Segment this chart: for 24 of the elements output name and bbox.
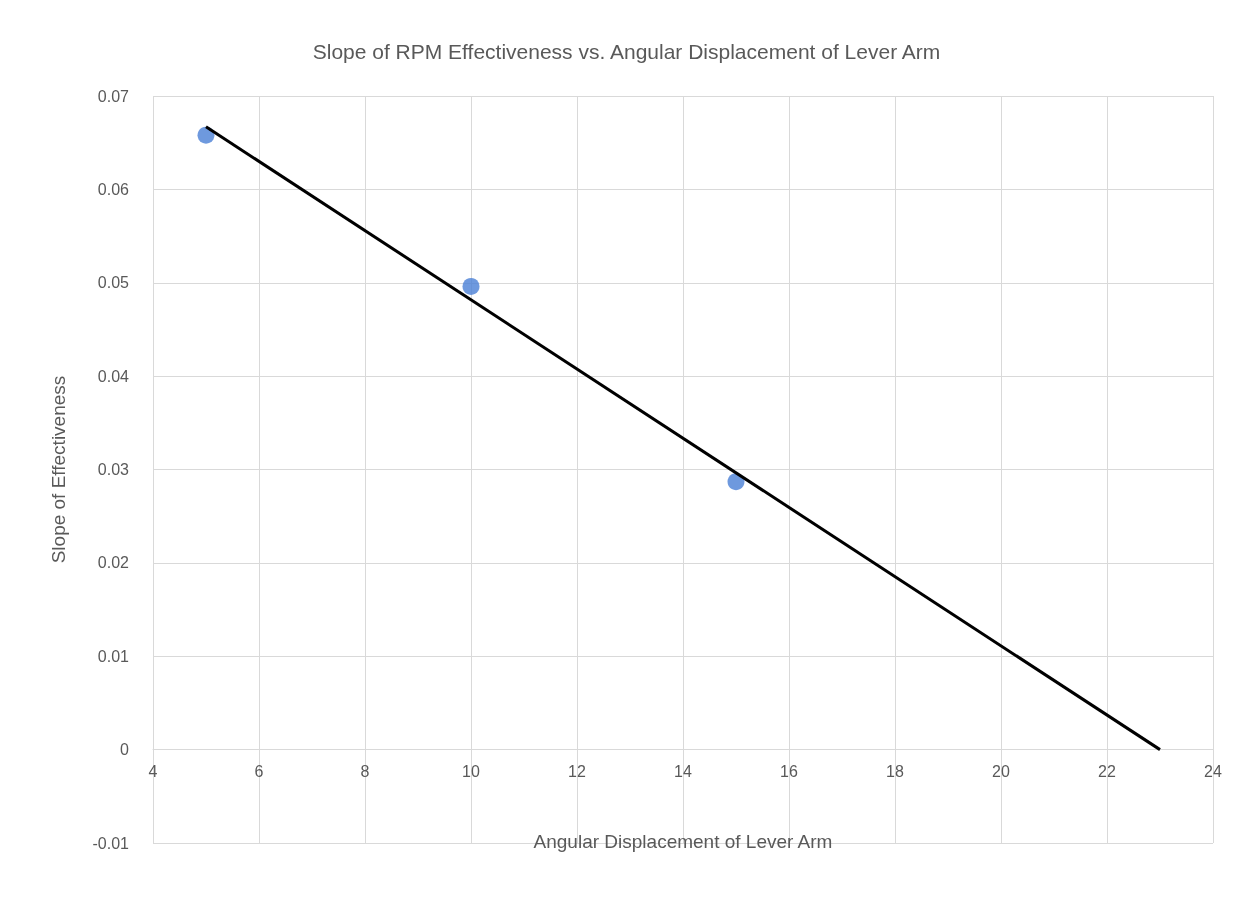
x-tick-label: 10 — [462, 763, 480, 781]
y-tick-label: 0.07 — [97, 87, 130, 105]
x-tick-label: 24 — [1204, 763, 1222, 781]
y-tick-label: 0.05 — [97, 274, 130, 292]
y-tick-label: 0.06 — [97, 180, 130, 198]
y-tick-label: 0.01 — [97, 647, 130, 665]
x-tick-label: 18 — [886, 763, 904, 781]
x-tick-label: 22 — [1098, 763, 1116, 781]
x-tick-label: 4 — [148, 763, 158, 781]
x-tick-label: 12 — [568, 763, 586, 781]
y-tick-label: 0 — [120, 741, 130, 759]
y-tick-label: 0.02 — [97, 554, 130, 572]
y-tick-label: 0.04 — [97, 367, 130, 385]
x-tick-label: 20 — [992, 763, 1010, 781]
y-tick-label: 0.03 — [97, 461, 130, 478]
x-tick-label: 14 — [674, 763, 692, 781]
y-tick-label: -0.01 — [92, 834, 130, 852]
chart-title: Slope of RPM Effectiveness vs. Angular Displacement of Lever Arm — [312, 40, 941, 63]
x-axis-title: Angular Displacement of Lever Arm — [533, 830, 833, 852]
point — [462, 277, 480, 295]
x-tick-label: 6 — [254, 763, 264, 781]
x-tick-label: 16 — [780, 763, 798, 781]
y-axis-title: Slope of Effectiveness — [48, 375, 69, 564]
x-tick-label: 8 — [360, 763, 370, 781]
